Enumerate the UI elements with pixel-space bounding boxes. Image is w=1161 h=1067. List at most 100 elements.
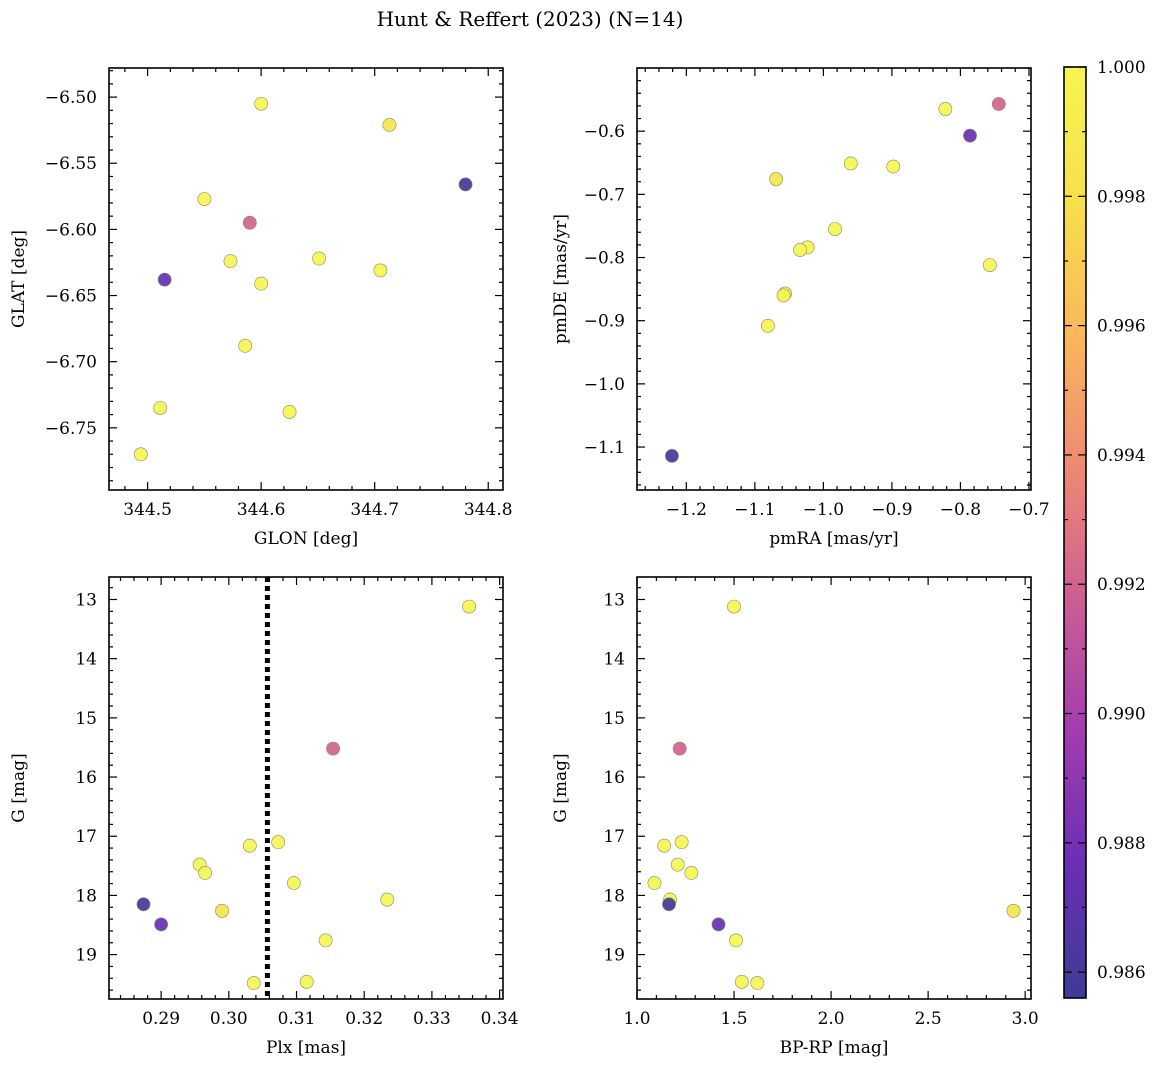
scatter-point [729, 933, 743, 948]
x-tick-label: 344.5 [123, 500, 172, 520]
scatter-point [769, 172, 783, 187]
scatter-point [299, 974, 314, 989]
scatter-point [734, 974, 749, 989]
scatter-point [828, 222, 842, 236]
y-tick-label: −0.7 [584, 185, 625, 205]
colorbar-tick-label: 1.000 [1097, 58, 1146, 78]
scatter-point [982, 258, 997, 273]
figure-title: Hunt & Reffert (2023) (N=14) [377, 7, 684, 31]
x-tick-label: −1.0 [803, 500, 844, 520]
colorbar-tick-label: 0.992 [1097, 575, 1146, 595]
y-tick-label: 15 [603, 709, 625, 729]
x-tick-label: 344.8 [464, 500, 513, 520]
colorbar-gradient [1064, 67, 1086, 998]
colorbar-frame [1063, 66, 1087, 999]
y-tick-label: −6.60 [45, 220, 97, 240]
y-axis-label: G [mag] [551, 753, 571, 822]
x-tick-label: 0.30 [210, 1009, 248, 1029]
colorbar-tick-label: 0.990 [1097, 705, 1146, 725]
scatter-point [674, 835, 689, 850]
colorbar-tick-label: 0.998 [1097, 187, 1146, 207]
y-tick-label: 13 [603, 590, 625, 610]
x-tick-label: 0.33 [413, 1009, 451, 1029]
scatter-point [373, 263, 388, 278]
scatter-panel-1: 344.5 344.6 344.7 344.8 −6.50 −6.55 −6.60 −6.65… [9, 67, 513, 549]
y-tick-label: 17 [603, 827, 625, 847]
scatter-point [886, 159, 901, 174]
x-tick-label: 344.6 [237, 500, 286, 520]
x-tick-label: 0.31 [278, 1009, 316, 1029]
y-tick-label: 13 [75, 590, 97, 610]
x-tick-label: −1.1 [734, 500, 775, 520]
x-tick-label: 0.29 [142, 1009, 180, 1029]
scatter-point [254, 96, 269, 111]
y-tick-label: −6.70 [45, 353, 97, 373]
scatter-point [750, 976, 765, 990]
axes-frame [636, 576, 1032, 1000]
y-tick-label: 18 [75, 886, 97, 906]
scatter-point [282, 405, 297, 419]
scatter-point [670, 857, 685, 872]
scatter-point [215, 903, 229, 918]
scatter-panel-3: 0.29 0.30 0.31 0.32 0.33 0.34 13 14 15 16 17 18 19 Pl… [9, 576, 519, 1058]
scatter-point [136, 897, 151, 912]
x-tick-label: −0.7 [1008, 500, 1049, 520]
scatter-point [991, 97, 1006, 111]
axes-frame [636, 67, 1032, 491]
y-axis-label: GLAT [deg] [9, 230, 29, 328]
y-axis-label: G [mag] [9, 753, 29, 822]
axes-frame [108, 576, 504, 1000]
y-tick-label: 17 [75, 827, 97, 847]
scatter-point [776, 288, 791, 303]
x-tick-label: 344.7 [350, 500, 399, 520]
scatter-point [223, 254, 238, 269]
scatter-point [727, 599, 741, 614]
y-tick-label: −1.1 [584, 438, 625, 458]
scatter-point [382, 117, 397, 132]
y-tick-label: −0.9 [584, 312, 625, 332]
scatter-point [154, 917, 169, 932]
scatter-panel-2: −1.2 −1.1 −1.0 −0.9 −0.8 −0.7 −0.6 −0.7 −0.8 −0.9… [551, 67, 1050, 549]
scatter-point [246, 976, 261, 990]
x-tick-label: −1.2 [666, 500, 707, 520]
x-tick-label: 2.0 [818, 1009, 845, 1029]
x-tick-label: 0.32 [345, 1009, 383, 1029]
scatter-point [133, 447, 148, 462]
scatter-point [153, 401, 167, 415]
scatter-panel-4: 1.0 1.5 2.0 2.5 3.0 13 14 15 16 17 18 19 BP-RP [mag]… [551, 576, 1039, 1058]
scatter-point [938, 102, 953, 116]
scatter-point [197, 192, 212, 206]
y-tick-label: −0.8 [584, 249, 625, 269]
x-axis-label: pmRA [mas/yr] [769, 529, 898, 549]
y-tick-label: 14 [603, 650, 625, 670]
colorbar: 0.986 0.988 0.990 0.992 0.994 0.996 0.998 1.000 [1063, 58, 1146, 999]
scatter-point [662, 897, 676, 912]
colorbar-tick-label: 0.988 [1097, 834, 1146, 854]
scatter-point [793, 243, 807, 257]
scatter-point [271, 835, 286, 850]
y-tick-label: 15 [75, 709, 97, 729]
x-tick-label: −0.9 [871, 500, 912, 520]
y-tick-label: 14 [75, 650, 97, 670]
scatter-point [657, 838, 672, 853]
y-tick-label: −6.50 [45, 88, 97, 108]
scatter-point [326, 741, 340, 756]
y-tick-label: 19 [603, 946, 625, 966]
scatter-point [1006, 903, 1021, 918]
scatter-point [711, 917, 726, 932]
scatter-point [312, 251, 326, 266]
scatter-point [238, 338, 253, 353]
scatter-point [254, 276, 269, 291]
y-tick-label: −6.75 [45, 419, 97, 439]
x-axis-label: GLON [deg] [254, 529, 358, 549]
scatter-point [760, 318, 775, 333]
scatter-point [843, 156, 858, 171]
scatter-point [242, 838, 257, 853]
y-axis-label: pmDE [mas/yr] [551, 214, 571, 344]
colorbar-tick-label: 0.996 [1097, 317, 1146, 337]
scatter-point [286, 876, 301, 890]
y-tick-label: 16 [75, 768, 97, 788]
x-tick-label: −0.8 [940, 500, 981, 520]
y-tick-label: −6.65 [45, 287, 97, 307]
x-tick-label: 3.0 [1012, 1009, 1039, 1029]
